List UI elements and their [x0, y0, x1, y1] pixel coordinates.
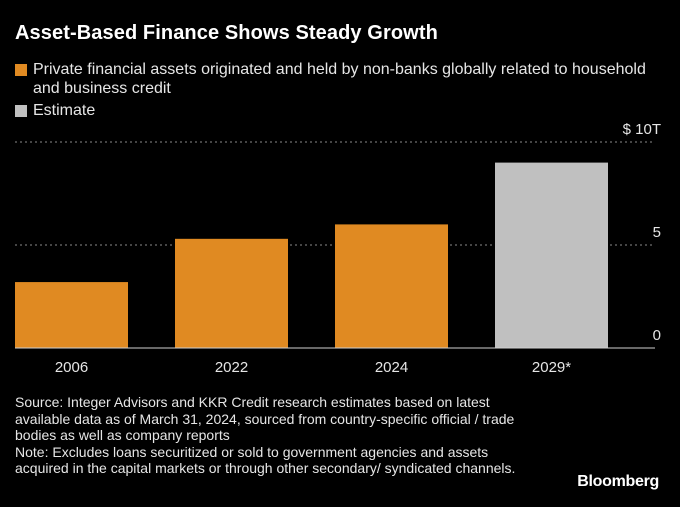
x-tick-label-2: 2024 — [375, 359, 408, 376]
bar-0 — [15, 282, 128, 348]
source-note: Source: Integer Advisors and KKR Credit … — [15, 394, 535, 477]
bar-chart: 2006 2022 2024 2029* $ 10T 5 0 — [15, 121, 661, 376]
legend-swatch-estimate — [15, 105, 27, 117]
y-tick-label-1: 5 — [653, 224, 661, 241]
x-tick-label-0: 2006 — [55, 359, 88, 376]
source-text: Source: Integer Advisors and KKR Credit … — [15, 394, 515, 443]
legend-label-actual: Private financial assets originated and … — [33, 61, 646, 97]
bar-1 — [175, 238, 288, 348]
chart-title: Asset-Based Finance Shows Steady Growth — [15, 22, 438, 44]
legend-label-estimate: Estimate — [33, 102, 96, 119]
x-tick-label-3: 2029* — [532, 359, 571, 376]
legend-item-estimate: Estimate — [15, 101, 655, 120]
bar-3 — [495, 162, 608, 348]
y-tick-label-0: $ 10T — [623, 121, 661, 138]
bar-2 — [335, 224, 448, 348]
legend: Private financial assets originated and … — [15, 60, 655, 123]
legend-item-actual: Private financial assets originated and … — [15, 60, 655, 98]
bloomberg-logo: Bloomberg — [577, 473, 659, 490]
y-tick-label-2: 0 — [653, 327, 661, 344]
x-tick-label-1: 2022 — [215, 359, 248, 376]
note-text: Note: Excludes loans securitized or sold… — [15, 443, 516, 477]
legend-swatch-actual — [15, 64, 27, 76]
